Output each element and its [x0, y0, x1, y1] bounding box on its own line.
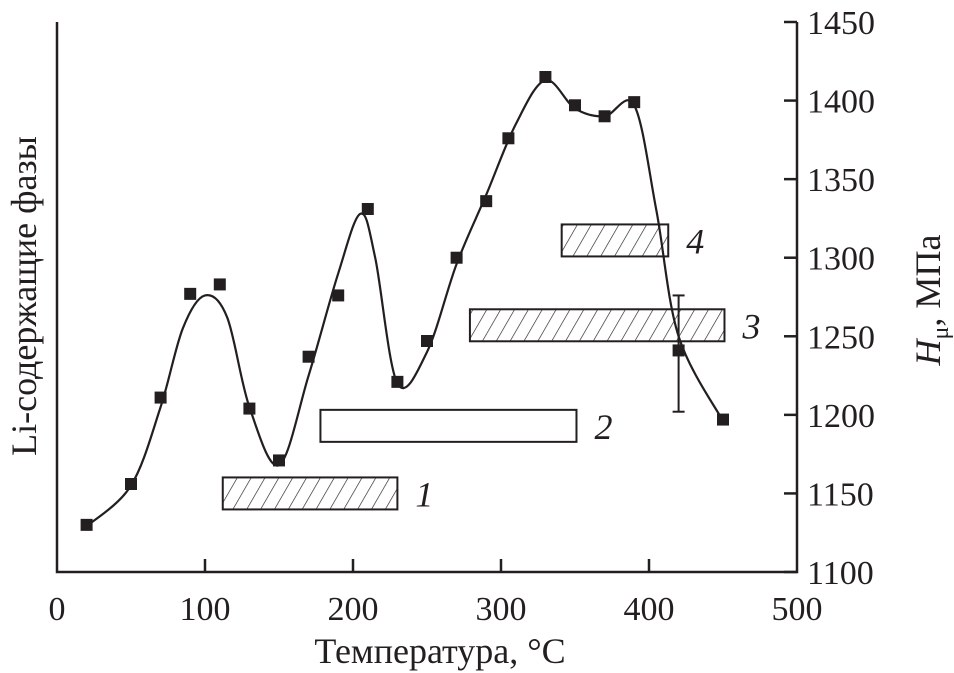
data-point	[539, 71, 552, 83]
data-point	[80, 518, 93, 531]
fit-curve	[85, 79, 724, 528]
y-tick-label: 1400	[807, 84, 875, 121]
y-tick-label: 1150	[807, 476, 874, 513]
y-tick-label: 1100	[807, 555, 874, 592]
data-point	[502, 132, 515, 145]
data-point	[154, 391, 167, 404]
data-point	[569, 99, 581, 112]
data-point	[717, 413, 729, 426]
y-axis-label-right: Hμ, МПа	[908, 235, 954, 367]
x-tick-label: 300	[476, 591, 527, 628]
data-point	[125, 478, 137, 490]
data-point	[421, 335, 433, 347]
data-point	[598, 110, 611, 123]
data-point	[628, 96, 641, 109]
data-point	[361, 203, 374, 215]
phase-range-label: 4	[686, 221, 704, 261]
axis-frame	[55, 22, 799, 574]
data-point	[672, 344, 685, 357]
data-points	[80, 71, 729, 531]
x-tick-label: 0	[49, 591, 66, 628]
y-tick-label: 1250	[807, 319, 875, 356]
y-label-symbol: H	[908, 337, 948, 366]
data-point	[450, 251, 463, 264]
data-point	[302, 350, 315, 363]
y-label-unit: , МПа	[908, 235, 948, 327]
x-tick-label: 500	[772, 591, 823, 628]
y-axis-label-left: Li-содержащие фазы	[4, 136, 44, 456]
data-point	[480, 195, 493, 208]
x-tick-label: 400	[624, 591, 675, 628]
x-tick-label: 100	[180, 591, 231, 628]
data-point	[184, 287, 197, 300]
phase-range-label: 2	[594, 407, 612, 447]
phase-range-label: 1	[415, 474, 433, 514]
data-point	[273, 454, 285, 467]
phase-range-label: 3	[741, 306, 760, 346]
data-point	[243, 402, 256, 415]
x-tick-label: 200	[328, 591, 379, 628]
phase-range-bar	[221, 476, 399, 511]
y-tick-label: 1200	[807, 398, 875, 435]
phase-range-bar	[560, 223, 670, 258]
phase-ranges: 1 2 3 4	[221, 221, 760, 514]
y-tick-label: 1350	[807, 162, 875, 199]
data-point	[213, 278, 226, 291]
y-label-subscript: μ	[928, 327, 954, 340]
data-point	[332, 289, 345, 302]
y-tick-label: 1450	[807, 5, 875, 42]
phase-range-bar	[468, 308, 726, 343]
x-axis-label: Температура, °C	[314, 631, 565, 671]
y-tick-label: 1300	[807, 241, 875, 278]
phase-range-bar	[319, 408, 578, 443]
data-point	[391, 375, 404, 388]
